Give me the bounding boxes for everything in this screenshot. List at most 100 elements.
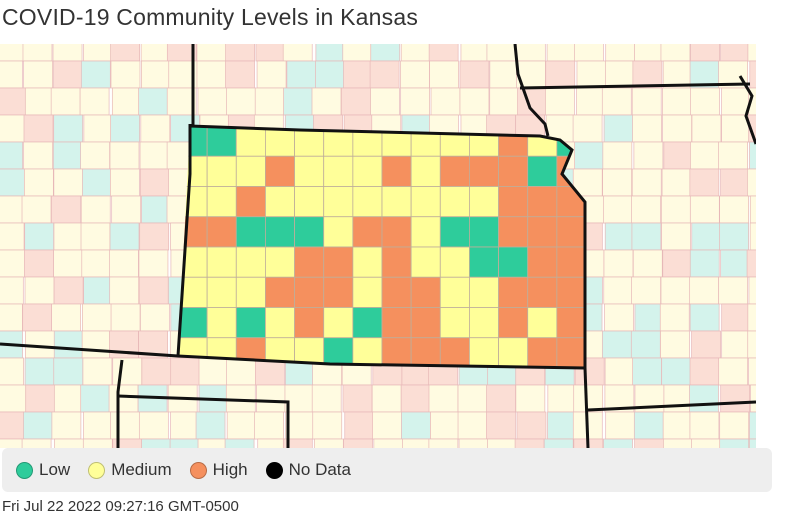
kansas-county[interactable] xyxy=(352,246,383,278)
kansas-county[interactable] xyxy=(527,155,558,187)
kansas-county[interactable] xyxy=(556,216,586,248)
kansas-county[interactable] xyxy=(381,307,412,339)
kansas-county[interactable] xyxy=(352,276,383,308)
kansas-county[interactable] xyxy=(439,276,470,308)
kansas-county[interactable] xyxy=(323,216,354,248)
kansas-county[interactable] xyxy=(498,307,529,339)
kansas-county[interactable] xyxy=(235,307,266,339)
kansas-county[interactable] xyxy=(439,216,470,248)
kansas-county[interactable] xyxy=(235,186,266,218)
kansas-county[interactable] xyxy=(410,276,441,308)
kansas-county[interactable] xyxy=(323,155,354,187)
kansas-county[interactable] xyxy=(469,337,499,368)
outside-county xyxy=(25,330,55,359)
kansas-county[interactable] xyxy=(381,337,412,368)
kansas-county[interactable] xyxy=(294,216,325,248)
kansas-county-grid[interactable] xyxy=(178,126,586,368)
kansas-county[interactable] xyxy=(439,337,470,368)
kansas-county[interactable] xyxy=(178,307,208,339)
kansas-county[interactable] xyxy=(206,276,237,308)
choropleth-map[interactable] xyxy=(0,44,756,448)
kansas-county[interactable] xyxy=(410,216,441,248)
outside-county xyxy=(720,44,750,62)
kansas-county[interactable] xyxy=(294,186,325,218)
kansas-county[interactable] xyxy=(410,155,441,187)
kansas-county[interactable] xyxy=(498,246,529,278)
kansas-county[interactable] xyxy=(265,276,295,308)
kansas-county[interactable] xyxy=(235,276,266,308)
kansas-county[interactable] xyxy=(235,155,266,187)
kansas-county[interactable] xyxy=(556,337,586,368)
kansas-county[interactable] xyxy=(527,337,558,368)
outside-county xyxy=(604,222,635,251)
kansas-county[interactable] xyxy=(439,155,470,187)
kansas-county[interactable] xyxy=(352,155,383,187)
kansas-county[interactable] xyxy=(265,216,295,248)
kansas-county[interactable] xyxy=(410,307,441,339)
kansas-county[interactable] xyxy=(206,307,237,339)
kansas-county[interactable] xyxy=(206,126,237,157)
outside-county xyxy=(0,276,24,305)
kansas-county[interactable] xyxy=(381,216,412,248)
kansas-county[interactable] xyxy=(410,246,441,278)
kansas-county[interactable] xyxy=(527,186,558,218)
kansas-county[interactable] xyxy=(294,276,325,308)
kansas-county[interactable] xyxy=(352,307,383,339)
kansas-county[interactable] xyxy=(294,307,325,339)
kansas-county[interactable] xyxy=(294,246,325,278)
outside-county xyxy=(80,195,111,224)
kansas-county[interactable] xyxy=(527,246,558,278)
kansas-county[interactable] xyxy=(410,337,441,368)
kansas-county[interactable] xyxy=(381,186,412,218)
kansas-county[interactable] xyxy=(323,276,354,308)
kansas-county[interactable] xyxy=(469,276,499,308)
kansas-county[interactable] xyxy=(323,246,354,278)
kansas-county[interactable] xyxy=(206,246,237,278)
kansas-county[interactable] xyxy=(469,307,499,339)
kansas-county[interactable] xyxy=(410,186,441,218)
kansas-county[interactable] xyxy=(498,216,529,248)
kansas-county[interactable] xyxy=(381,276,412,308)
kansas-county[interactable] xyxy=(527,216,558,248)
kansas-counties[interactable] xyxy=(178,126,586,368)
kansas-county[interactable] xyxy=(439,246,470,278)
kansas-county[interactable] xyxy=(498,186,529,218)
kansas-county[interactable] xyxy=(235,126,266,157)
kansas-county[interactable] xyxy=(235,216,266,248)
kansas-county[interactable] xyxy=(206,216,237,248)
kansas-county[interactable] xyxy=(556,246,586,278)
kansas-county[interactable] xyxy=(265,186,295,218)
kansas-county[interactable] xyxy=(265,155,295,187)
outside-county xyxy=(691,438,721,448)
kansas-county[interactable] xyxy=(265,307,295,339)
kansas-county[interactable] xyxy=(381,155,412,187)
kansas-county[interactable] xyxy=(352,186,383,218)
outside-county xyxy=(604,303,634,332)
outside-county xyxy=(0,249,26,278)
kansas-county[interactable] xyxy=(469,186,499,218)
kansas-county[interactable] xyxy=(556,276,586,308)
kansas-county[interactable] xyxy=(469,155,499,187)
outside-county xyxy=(486,411,516,440)
outside-county xyxy=(141,438,171,448)
kansas-county[interactable] xyxy=(498,155,529,187)
kansas-county[interactable] xyxy=(206,186,237,218)
kansas-county[interactable] xyxy=(469,216,499,248)
kansas-county[interactable] xyxy=(556,307,586,339)
kansas-county[interactable] xyxy=(294,155,325,187)
kansas-county[interactable] xyxy=(235,246,266,278)
kansas-county[interactable] xyxy=(381,246,412,278)
kansas-county[interactable] xyxy=(527,276,558,308)
kansas-county[interactable] xyxy=(439,307,470,339)
kansas-county[interactable] xyxy=(352,216,383,248)
kansas-county[interactable] xyxy=(323,307,354,339)
kansas-county[interactable] xyxy=(498,276,529,308)
kansas-county[interactable] xyxy=(323,186,354,218)
kansas-county[interactable] xyxy=(469,246,499,278)
kansas-county[interactable] xyxy=(498,337,529,368)
kansas-county[interactable] xyxy=(527,307,558,339)
kansas-county[interactable] xyxy=(265,246,295,278)
kansas-county[interactable] xyxy=(206,155,237,187)
outside-county xyxy=(23,141,54,170)
kansas-county[interactable] xyxy=(439,186,470,218)
